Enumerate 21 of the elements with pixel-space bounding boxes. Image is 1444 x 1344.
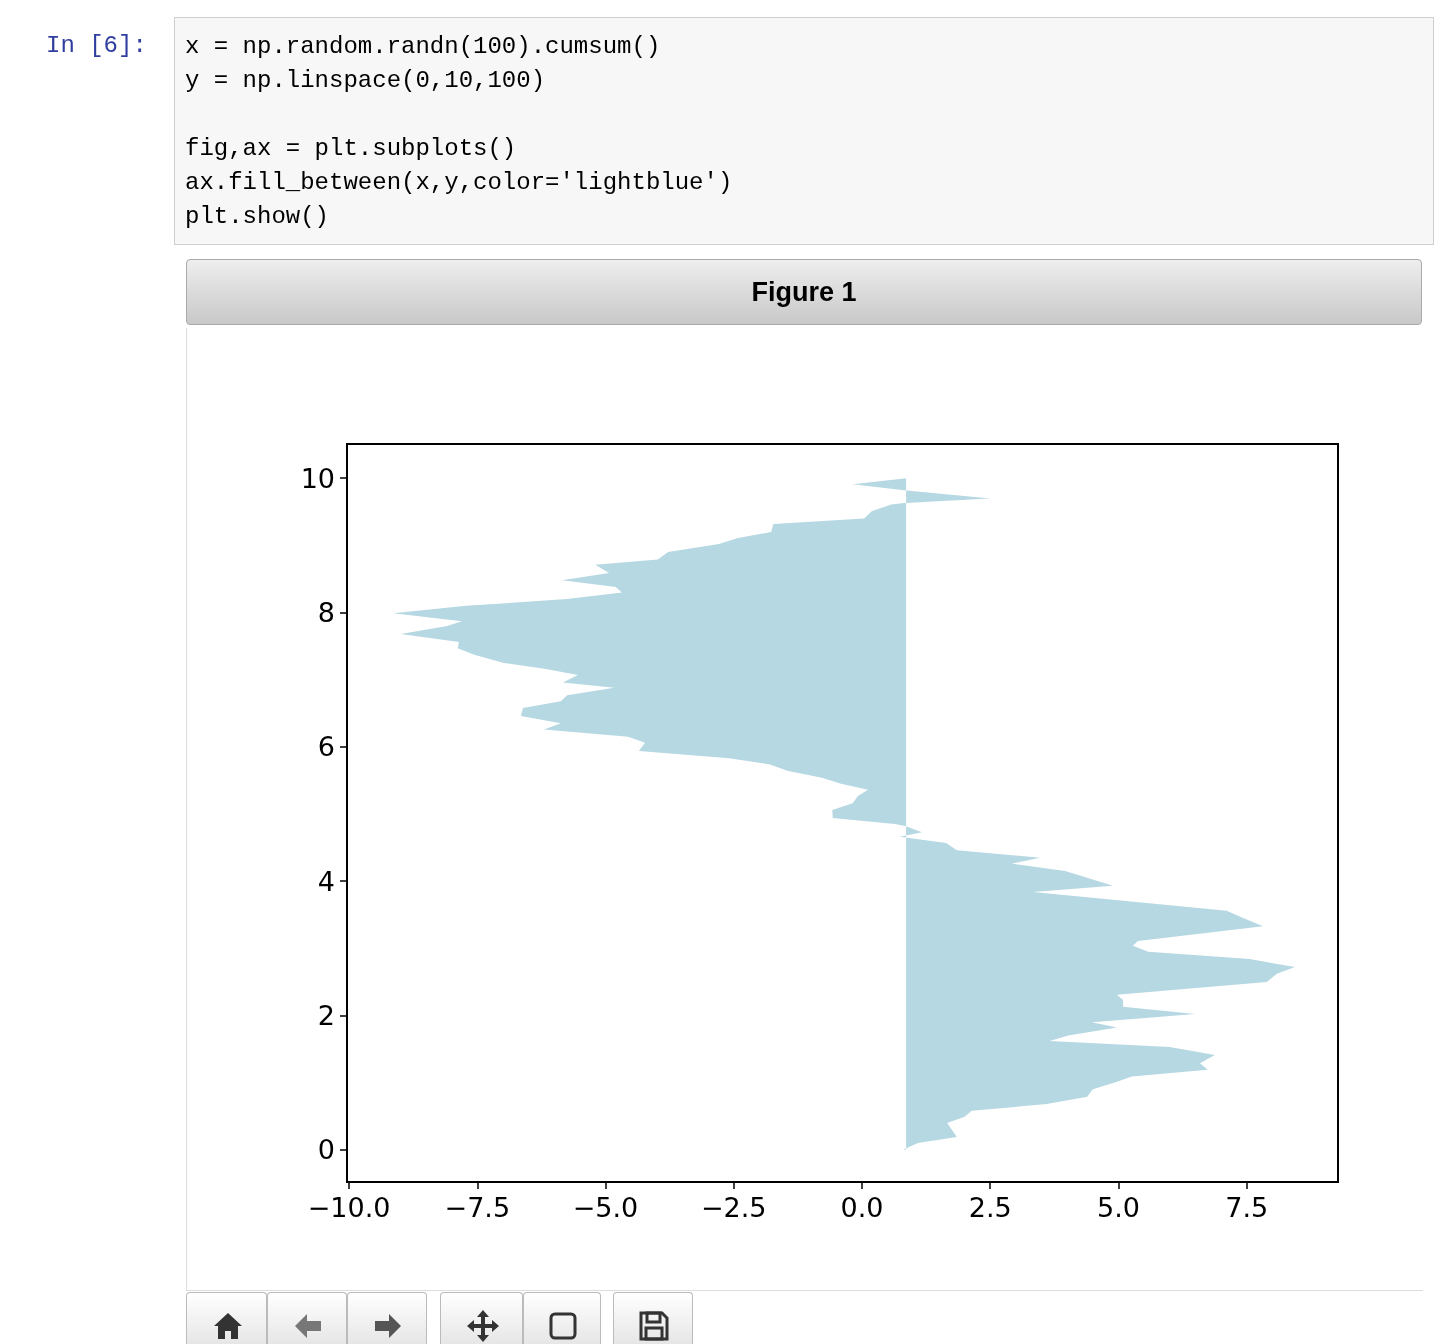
text: x = np.random.randn(100).cumsum() bbox=[185, 33, 661, 60]
y-tick-label: 8 bbox=[317, 597, 335, 629]
x-tick-label: 2.5 bbox=[968, 1192, 1012, 1223]
text: In [6]: bbox=[46, 32, 147, 59]
x-tick-label: −2.5 bbox=[700, 1192, 767, 1223]
chart-title: Figure 1 bbox=[186, 259, 1422, 325]
x-tick-label: −5.0 bbox=[572, 1192, 639, 1223]
x-tick-label: −10.0 bbox=[307, 1192, 391, 1223]
x-tick-label: −7.5 bbox=[444, 1192, 511, 1223]
y-tick-label: 6 bbox=[317, 731, 335, 763]
text: plt.show() bbox=[185, 203, 330, 230]
x-tick-label: 0.0 bbox=[840, 1192, 884, 1223]
y-tick-label: 4 bbox=[317, 865, 335, 897]
x-tick-label: 7.5 bbox=[1225, 1192, 1269, 1223]
y-tick-label: 2 bbox=[317, 999, 335, 1031]
y-tick-label: 10 bbox=[300, 462, 335, 494]
text: y = np.linspace(0,10,100) bbox=[185, 67, 546, 94]
text: fig,ax = plt.subplots() bbox=[185, 135, 517, 162]
x-tick-label: 5.0 bbox=[1096, 1192, 1140, 1223]
y-tick-label: 0 bbox=[317, 1134, 335, 1166]
text: ax.fill_between(x,y,color='lightblue') bbox=[185, 169, 733, 196]
